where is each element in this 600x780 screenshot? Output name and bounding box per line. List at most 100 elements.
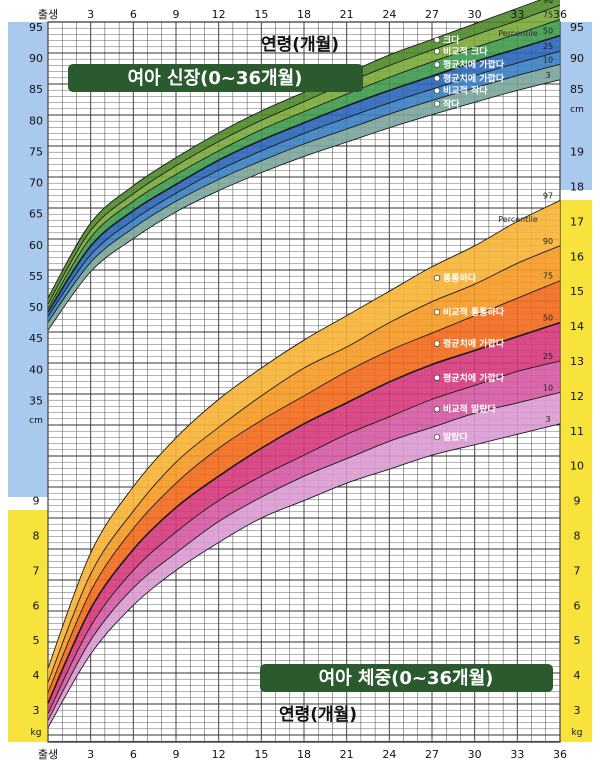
weight-percentile-line-25 (47, 360, 561, 714)
height-y-tick-label: 75 (29, 145, 43, 158)
weight-y-tick-label-right: 16 (570, 250, 584, 263)
x-tick-label-bottom: 36 (553, 748, 567, 761)
height-y-tick-label: 60 (29, 239, 43, 252)
height-percentile-header: Percentile (498, 29, 538, 38)
height-y-tick-label-right: 90 (570, 52, 584, 65)
weight-y-tick-label-right: 12 (570, 390, 584, 403)
weight-y-tick-label-right: 13 (570, 355, 584, 368)
height-percentile-line-50 (47, 34, 561, 313)
height-y-tick-label: 65 (29, 208, 43, 221)
height-descriptor-label: 비교적 크다 (443, 45, 488, 57)
height-y-tick-label: 35 (29, 395, 43, 408)
x-tick-label-top: 12 (212, 8, 226, 21)
x-tick-label-top: 30 (468, 8, 482, 21)
x-tick-label-top: 24 (382, 8, 396, 21)
weight-y-tick-label-right: 14 (570, 320, 584, 333)
height-descriptor-bullet (433, 61, 441, 68)
x-tick-label-bottom: 33 (510, 748, 524, 761)
x-tick-label-bottom: 18 (297, 748, 311, 761)
weight-band (48, 280, 560, 704)
height-y-tick-label: 80 (29, 114, 43, 127)
height-y-tick-label: 95 (29, 21, 43, 34)
weight-band (48, 322, 560, 714)
x-tick-label-top: 27 (425, 8, 439, 21)
height-y-tick-label: 40 (29, 363, 43, 376)
height-percentile-label: 10 (543, 55, 553, 64)
height-percentile-line-10 (47, 63, 561, 323)
weight-unit-left: kg (31, 728, 42, 738)
weight-y-tick-label-right: 17 (570, 215, 584, 228)
height-descriptor-bullet (433, 100, 441, 107)
height-y-tick-label-right: 95 (570, 21, 584, 34)
height-percentile-line-75 (47, 19, 561, 309)
weight-percentile-line-97 (47, 200, 561, 669)
height-percentile-label: 90 (543, 0, 553, 5)
weight-percentile-label: 25 (543, 352, 553, 361)
x-tick-label-top: 36 (553, 8, 567, 21)
weight-percentile-line-90 (47, 245, 561, 683)
x-tick-label-bottom: 6 (130, 748, 137, 761)
left-weight-panel (8, 510, 48, 742)
weight-title-banner (260, 664, 553, 692)
weight-percentile-header: Percentile (498, 215, 538, 224)
height-descriptor-bullet (433, 75, 441, 82)
weight-descriptor-label: 평균치에 가깝다 (443, 338, 505, 350)
x-tick-label-bottom: 12 (212, 748, 226, 761)
weight-descriptor-bullet (433, 433, 441, 441)
height-title-banner (68, 64, 363, 92)
x-tick-label-bottom: 3 (87, 748, 94, 761)
x-tick-label-bottom: 15 (254, 748, 268, 761)
weight-y-tick-label: 8 (33, 530, 40, 543)
weight-percentile-line-50 (47, 321, 561, 704)
height-y-tick-label: 50 (29, 301, 43, 314)
height-descriptor-label: 작다 (443, 98, 460, 110)
height-percentile-label: 75 (543, 10, 553, 19)
height-xlabel: 연령(개월) (261, 34, 339, 55)
x-tick-label-bottom: 27 (425, 748, 439, 761)
weight-y-tick-label-right: 4 (574, 669, 581, 682)
height-unit-left: cm (29, 416, 43, 426)
height-percentile-line-3 (47, 79, 561, 331)
weight-y-tick-label: 9 (33, 495, 40, 508)
weight-band (48, 200, 560, 683)
height-band (48, 19, 560, 313)
height-unit-right: cm (570, 105, 584, 115)
left-height-panel (8, 22, 48, 497)
weight-percentile-label: 97 (543, 191, 553, 200)
height-percentile-label: 3 (545, 71, 550, 80)
weight-descriptor-bullet (433, 309, 441, 316)
weight-y-tick-label-right: 8 (574, 530, 581, 543)
height-y-tick-label: 90 (29, 52, 43, 65)
weight-descriptor-label: 비교적 통통하다 (443, 306, 505, 318)
height-descriptor-label: 평균치에 가깝다 (443, 72, 505, 84)
height-descriptor-label: 평균치에 가깝다 (443, 59, 505, 71)
height-percentile-label: 25 (543, 42, 553, 51)
height-descriptor-bullet (433, 48, 441, 55)
right-height-panel (560, 22, 592, 190)
height-descriptor-bullet (433, 36, 441, 44)
weight-percentile-line-3 (47, 423, 561, 728)
height-descriptor-bullet (433, 87, 441, 94)
x-tick-label-top: 15 (254, 8, 268, 21)
height-descriptor-label: 비교적 작다 (443, 85, 488, 97)
weight-y-tick-label-right: 15 (570, 285, 584, 298)
x-tick-label-top: 출생 (38, 8, 58, 21)
x-tick-label-top: 33 (510, 8, 524, 21)
weight-y-tick-label: 5 (33, 634, 40, 647)
weight-descriptor-bullet (433, 406, 441, 413)
weight-y-tick-label-right: 11 (570, 425, 584, 438)
weight-percentile-line-10 (47, 391, 561, 721)
height-y-tick-label: 100 (26, 0, 47, 3)
height-percentile-line-90 (47, 4, 561, 305)
right-weight-panel (560, 200, 592, 742)
x-tick-label-bottom: 30 (468, 748, 482, 761)
weight-band (48, 392, 560, 728)
x-tick-label-top: 6 (130, 8, 137, 21)
weight-title: 여아 체중(0~36개월) (319, 668, 494, 689)
x-tick-label-top: 18 (297, 8, 311, 21)
x-tick-label-top: 9 (173, 8, 180, 21)
height-y-tick-label: 70 (29, 177, 43, 190)
height-band (48, 64, 560, 331)
weight-descriptor-bullet (433, 374, 441, 381)
weight-y-tick-label-right: 19 (570, 146, 584, 159)
